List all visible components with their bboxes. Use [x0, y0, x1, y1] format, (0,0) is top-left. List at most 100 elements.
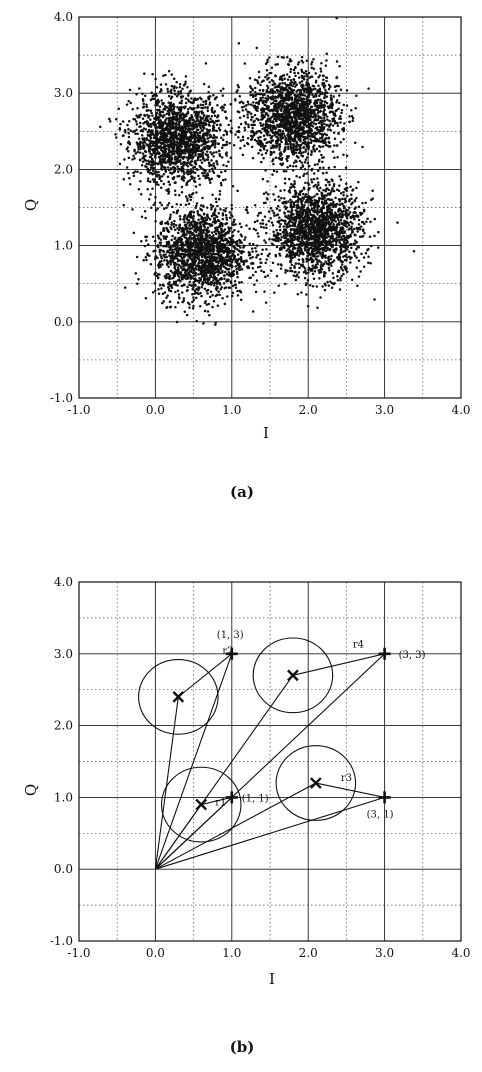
data-point — [170, 228, 173, 231]
data-point — [292, 165, 295, 168]
data-point — [181, 301, 184, 304]
data-point — [217, 260, 220, 263]
data-point — [203, 228, 206, 231]
data-point — [173, 267, 176, 270]
data-point — [148, 143, 151, 146]
data-point — [210, 290, 213, 293]
data-point — [190, 196, 193, 199]
data-point — [152, 204, 155, 207]
data-point — [193, 234, 196, 237]
data-point — [143, 114, 146, 117]
data-point — [206, 115, 209, 118]
data-point — [250, 103, 253, 106]
data-point — [142, 259, 145, 262]
data-point — [326, 92, 329, 95]
data-point — [262, 117, 265, 120]
data-point — [236, 272, 239, 275]
data-point — [293, 140, 296, 143]
data-point — [293, 115, 296, 118]
data-point — [185, 275, 188, 278]
data-point — [214, 282, 217, 285]
data-point — [208, 246, 211, 249]
data-point — [271, 88, 274, 91]
data-point — [133, 232, 136, 235]
data-point — [166, 112, 169, 115]
data-point — [168, 95, 171, 98]
data-point — [207, 253, 210, 256]
data-point — [213, 155, 216, 158]
data-point — [315, 114, 318, 117]
data-point — [232, 245, 235, 248]
data-point — [161, 153, 164, 156]
data-point — [272, 121, 275, 124]
data-point — [158, 293, 161, 296]
data-point — [277, 107, 280, 110]
data-point — [129, 183, 132, 186]
data-point — [333, 131, 336, 134]
data-point — [207, 289, 210, 292]
data-point — [239, 290, 242, 293]
data-point — [317, 140, 320, 143]
data-point — [316, 148, 319, 151]
data-point — [280, 88, 283, 91]
data-point — [197, 112, 200, 115]
data-point — [180, 90, 183, 93]
data-point — [310, 154, 313, 157]
data-point — [231, 295, 234, 298]
data-point — [305, 159, 308, 162]
data-point — [208, 179, 211, 182]
data-point — [216, 282, 219, 285]
data-point — [322, 82, 325, 85]
data-point — [293, 150, 296, 153]
data-point — [279, 82, 282, 85]
data-point — [228, 268, 231, 271]
data-point — [303, 90, 306, 93]
data-point — [282, 137, 285, 140]
data-point — [300, 113, 303, 116]
data-point — [139, 122, 142, 125]
data-point — [336, 60, 339, 63]
data-point — [322, 85, 325, 88]
data-point — [183, 284, 186, 287]
data-point — [342, 138, 345, 141]
data-point — [218, 257, 221, 260]
data-point — [197, 134, 200, 137]
data-point — [186, 241, 189, 244]
data-point — [331, 110, 334, 113]
scatter-points-a — [99, 17, 415, 326]
data-point — [256, 232, 259, 235]
data-point — [204, 221, 207, 224]
data-point — [213, 267, 216, 270]
data-point — [135, 120, 138, 123]
data-point — [215, 289, 218, 292]
data-point — [169, 90, 172, 93]
data-point — [210, 204, 213, 207]
data-point — [354, 141, 357, 144]
data-point — [152, 167, 155, 170]
data-point — [124, 286, 127, 289]
data-point — [161, 161, 164, 164]
data-point — [259, 265, 262, 268]
data-point — [126, 148, 129, 151]
data-point — [133, 130, 136, 133]
data-point — [177, 289, 180, 292]
data-point — [206, 150, 209, 153]
data-point — [162, 121, 165, 124]
data-point — [167, 266, 170, 269]
data-point — [129, 89, 132, 92]
data-point — [299, 109, 302, 112]
data-point — [163, 147, 166, 150]
data-point — [217, 291, 220, 294]
data-point — [213, 137, 216, 140]
data-point — [166, 141, 169, 144]
data-point — [160, 167, 163, 170]
data-point — [170, 117, 173, 120]
data-point — [179, 236, 182, 239]
data-point — [197, 219, 200, 222]
data-point — [150, 166, 153, 169]
data-point — [305, 131, 308, 134]
data-point — [184, 214, 187, 217]
data-point — [219, 129, 222, 132]
data-point — [149, 181, 152, 184]
data-point — [264, 145, 267, 148]
